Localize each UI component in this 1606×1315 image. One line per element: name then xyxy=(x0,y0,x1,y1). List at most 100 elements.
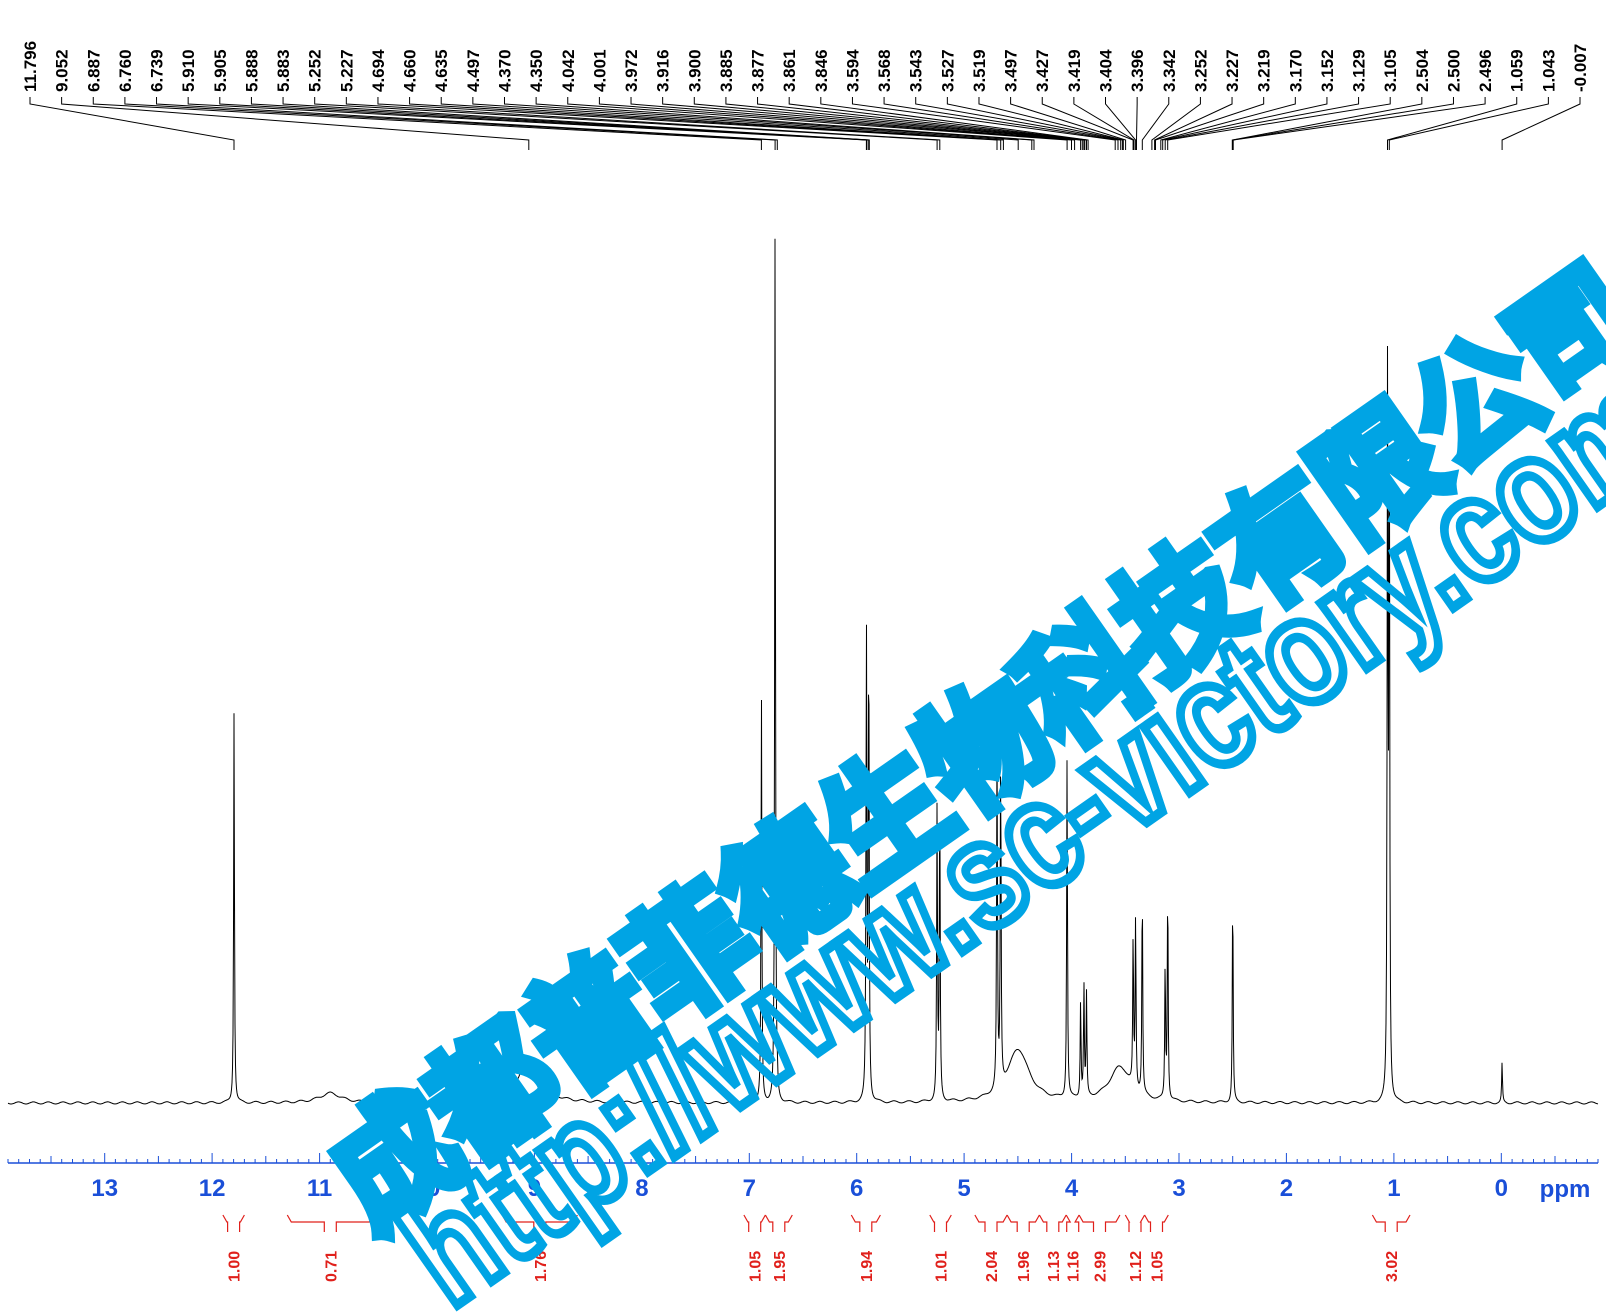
peak-label-45: 2.500 xyxy=(1444,49,1463,92)
integral-bracket-5 xyxy=(850,1214,881,1232)
integral-value-8: 1.96 xyxy=(1016,1251,1033,1282)
peak-connector-22 xyxy=(725,97,1085,150)
integral-bracket-11 xyxy=(1078,1214,1121,1232)
watermark-url: http://www.sc-victory.com xyxy=(372,338,1606,1315)
peak-connector-34 xyxy=(1105,97,1137,150)
peak-connector-24 xyxy=(788,97,1087,150)
peak-label-47: 1.059 xyxy=(1508,49,1527,92)
peak-label-30: 3.519 xyxy=(970,49,989,92)
peak-label-19: 3.972 xyxy=(622,49,641,92)
integral-value-12: 1.12 xyxy=(1128,1251,1145,1282)
integral-value-13: 1.05 xyxy=(1150,1251,1167,1282)
peak-label-5: 5.910 xyxy=(179,49,198,92)
integral-bracket-4 xyxy=(764,1214,793,1232)
integral-bracket-10 xyxy=(1065,1214,1080,1232)
peak-connector-33 xyxy=(1073,97,1135,150)
peak-connector-28 xyxy=(915,97,1122,150)
peak-connector-10 xyxy=(345,97,941,150)
integral-bracket-9 xyxy=(1038,1214,1067,1232)
peak-connector-23 xyxy=(757,97,1086,150)
x-tick-label-11: 11 xyxy=(307,1175,332,1202)
peak-label-44: 2.504 xyxy=(1413,49,1432,92)
peak-label-40: 3.170 xyxy=(1286,49,1305,92)
x-axis-unit-label: ppm xyxy=(1540,1176,1591,1203)
peak-connector-31 xyxy=(1010,97,1127,150)
x-tick-label-10: 10 xyxy=(414,1175,441,1202)
peak-label-41: 3.152 xyxy=(1318,49,1337,92)
peak-connector-37 xyxy=(1151,97,1201,150)
integral-value-9: 1.13 xyxy=(1046,1251,1063,1282)
peak-connector-49 xyxy=(1501,97,1581,150)
integral-bracket-8 xyxy=(1006,1214,1040,1232)
peak-label-3: 6.760 xyxy=(116,49,135,92)
integral-bracket-14 xyxy=(1371,1214,1411,1232)
peak-connector-45 xyxy=(1232,97,1454,150)
peak-label-12: 4.660 xyxy=(401,49,420,92)
x-tick-label-8: 8 xyxy=(635,1175,648,1202)
peak-label-24: 3.861 xyxy=(780,49,799,92)
integral-value-3: 1.05 xyxy=(748,1251,765,1282)
peak-connector-4 xyxy=(156,97,778,150)
peak-label-43: 3.105 xyxy=(1381,49,1400,92)
peak-label-21: 3.900 xyxy=(685,49,704,92)
peak-connector-40 xyxy=(1160,97,1296,150)
x-tick-label-9: 9 xyxy=(528,1175,541,1202)
integral-value-2: 1.76 xyxy=(533,1251,550,1282)
peak-label-29: 3.527 xyxy=(938,49,957,92)
peak-connector-12 xyxy=(409,97,1002,150)
peak-label-37: 3.252 xyxy=(1191,49,1210,92)
peak-label-35: 3.396 xyxy=(1128,49,1147,92)
peak-label-32: 3.427 xyxy=(1033,49,1052,92)
peak-connector-14 xyxy=(472,97,1019,150)
peak-connector-2 xyxy=(92,97,762,150)
watermark-company-name: 成都普菲德生物科技有限公司 xyxy=(306,243,1606,1255)
peak-connector-8 xyxy=(282,97,870,150)
peak-label-23: 3.877 xyxy=(749,49,768,92)
integral-bracket-0 xyxy=(222,1214,245,1232)
peak-connector-41 xyxy=(1162,97,1328,150)
integral-bracket-12 xyxy=(1124,1214,1146,1232)
x-tick-label-12: 12 xyxy=(199,1175,226,1202)
peak-connector-36 xyxy=(1141,97,1170,150)
x-tick-label-6: 6 xyxy=(850,1175,863,1202)
peak-connector-0 xyxy=(29,97,235,150)
peak-label-2: 6.887 xyxy=(84,49,103,92)
peak-label-8: 5.883 xyxy=(274,49,293,92)
peak-connector-20 xyxy=(662,97,1082,150)
peak-label-6: 5.905 xyxy=(211,49,230,92)
peak-connector-17 xyxy=(567,97,1068,150)
integral-bracket-2 xyxy=(501,1214,578,1232)
peak-connector-15 xyxy=(503,97,1033,150)
peak-label-18: 4.001 xyxy=(590,49,609,92)
integral-value-1: 0.71 xyxy=(323,1251,340,1282)
peak-connector-48 xyxy=(1388,97,1549,150)
peak-connector-1 xyxy=(61,97,530,150)
peak-label-48: 1.043 xyxy=(1539,49,1558,92)
peak-label-13: 4.635 xyxy=(432,49,451,92)
peak-connector-19 xyxy=(630,97,1076,150)
peak-label-28: 3.543 xyxy=(907,49,926,92)
integral-layer: 1.00 0.71 1.76 1.05 1.95 1.94 1.01 2.04 1.96 1.13… xyxy=(222,1214,1411,1282)
peak-connector-29 xyxy=(946,97,1123,150)
peak-connector-42 xyxy=(1164,97,1360,150)
integral-value-7: 2.04 xyxy=(984,1251,1001,1282)
peak-connector-39 xyxy=(1155,97,1265,150)
peak-connector-layer xyxy=(29,97,1581,150)
peak-label-25: 3.846 xyxy=(812,49,831,92)
peak-label-20: 3.916 xyxy=(654,49,673,92)
peak-connector-46 xyxy=(1232,97,1486,150)
peak-connector-7 xyxy=(250,97,870,150)
peak-label-22: 3.885 xyxy=(717,49,736,92)
x-tick-label-2: 2 xyxy=(1280,1175,1293,1202)
integral-bracket-13 xyxy=(1144,1214,1169,1232)
peak-connector-3 xyxy=(124,97,776,150)
peak-connector-27 xyxy=(883,97,1119,150)
x-tick-label-5: 5 xyxy=(957,1175,970,1202)
peak-label-27: 3.568 xyxy=(875,49,894,92)
peak-label-34: 3.404 xyxy=(1097,49,1116,92)
integral-bracket-1 xyxy=(286,1214,374,1232)
peak-connector-35 xyxy=(1136,97,1138,150)
integral-value-0: 1.00 xyxy=(227,1251,244,1282)
peak-label-38: 3.227 xyxy=(1223,49,1242,92)
integral-bracket-3 xyxy=(743,1214,766,1232)
